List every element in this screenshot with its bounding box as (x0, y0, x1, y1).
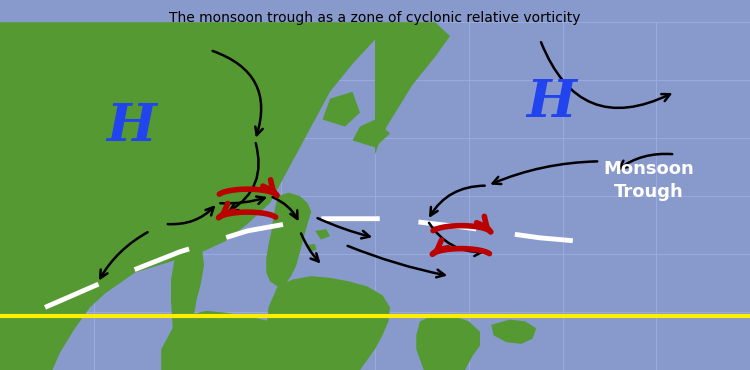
Text: The monsoon trough as a zone of cyclonic relative vorticity: The monsoon trough as a zone of cyclonic… (170, 11, 580, 25)
Text: Monsoon
Trough: Monsoon Trough (603, 160, 694, 201)
Polygon shape (306, 244, 316, 252)
Polygon shape (266, 193, 311, 286)
Polygon shape (416, 314, 480, 370)
Polygon shape (322, 92, 360, 127)
Text: H: H (526, 77, 576, 128)
Polygon shape (171, 245, 204, 370)
Polygon shape (0, 22, 375, 370)
Text: H: H (106, 101, 156, 152)
Polygon shape (491, 320, 536, 344)
Polygon shape (375, 22, 450, 154)
Polygon shape (161, 311, 330, 370)
Polygon shape (266, 276, 390, 370)
Polygon shape (352, 120, 390, 147)
Polygon shape (315, 229, 330, 240)
